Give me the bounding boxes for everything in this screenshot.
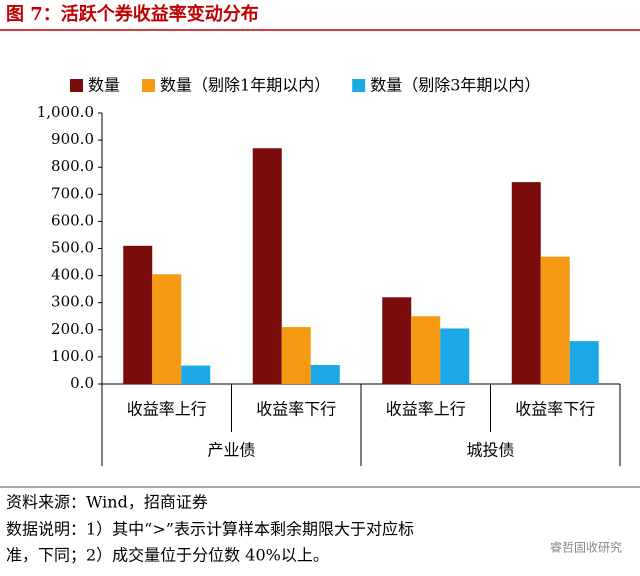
x-tick-label: 收益率下行 <box>515 400 595 419</box>
y-tick-label: 700.0 <box>51 184 94 202</box>
y-tick-label: 0.0 <box>70 374 94 392</box>
bar <box>569 341 599 384</box>
bar <box>123 245 153 384</box>
y-tick-label: 800.0 <box>51 157 94 175</box>
y-tick-label: 900.0 <box>51 130 94 148</box>
y-tick-label: 100.0 <box>51 347 94 365</box>
group-label: 城投债 <box>466 441 514 460</box>
bar <box>310 365 340 384</box>
y-tick-label: 1,000.0 <box>37 103 94 121</box>
chart-title: 图 7：活跃个券收益率变动分布 <box>6 3 259 25</box>
legend-swatch <box>352 79 366 92</box>
note-line: 准，下同；2）成交量位于分位数 40%以上。 <box>6 546 329 565</box>
bar <box>440 328 470 384</box>
y-tick-label: 600.0 <box>51 211 94 229</box>
note-line: 数据说明：1）其中“>”表示计算样本剩余期限大于对应标 <box>6 520 414 539</box>
y-tick-label: 500.0 <box>51 239 94 257</box>
watermark: 睿哲固收研究 <box>550 540 622 555</box>
bar <box>152 274 182 384</box>
bar <box>411 316 441 384</box>
bar <box>252 148 282 384</box>
legend-swatch <box>142 79 156 92</box>
bar <box>511 182 541 384</box>
bar <box>540 256 570 384</box>
y-tick-label: 400.0 <box>51 266 94 284</box>
legend-label: 数量（剔除1年期以内） <box>160 76 330 95</box>
x-tick-label: 收益率上行 <box>386 400 466 419</box>
bar <box>382 297 412 384</box>
bar <box>181 365 211 384</box>
group-label: 产业债 <box>207 441 255 460</box>
bar <box>281 327 311 384</box>
source: 资料来源：Wind，招商证券 <box>6 493 208 512</box>
y-tick-label: 300.0 <box>51 293 94 311</box>
legend-label: 数量 <box>88 76 120 95</box>
x-tick-label: 收益率下行 <box>256 400 336 419</box>
y-tick-label: 200.0 <box>51 320 94 338</box>
legend-label: 数量（剔除3年期以内） <box>370 76 540 95</box>
x-tick-label: 收益率上行 <box>127 400 207 419</box>
legend-swatch <box>70 79 83 92</box>
